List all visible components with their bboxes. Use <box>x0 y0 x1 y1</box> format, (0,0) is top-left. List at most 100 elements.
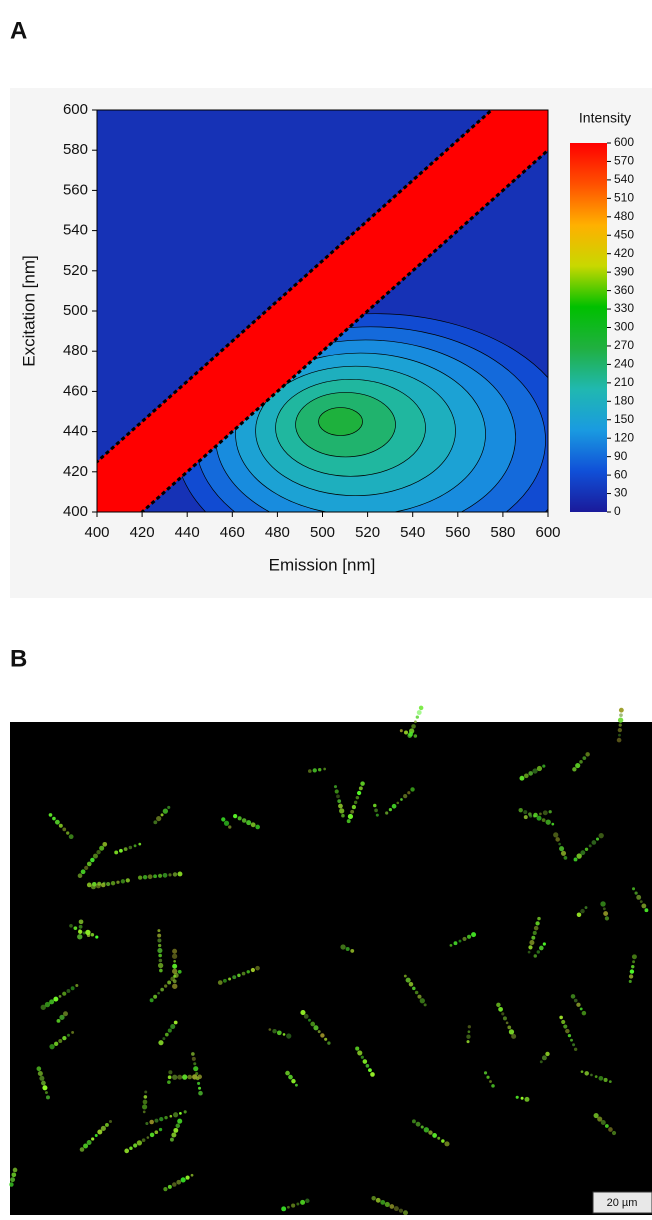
colorbar-tick-label: 300 <box>614 320 634 334</box>
cell <box>336 794 340 799</box>
cell <box>171 1132 177 1138</box>
cell <box>608 1080 612 1084</box>
cell <box>576 1002 581 1007</box>
cell <box>441 1139 445 1143</box>
cell <box>324 1037 328 1041</box>
cell <box>170 1023 176 1030</box>
cell <box>346 819 351 824</box>
cell <box>164 1115 168 1120</box>
cell <box>412 986 416 991</box>
cell <box>519 775 525 781</box>
cell <box>604 1124 609 1128</box>
cell <box>80 869 86 875</box>
cell <box>90 884 96 890</box>
cell <box>428 1130 433 1135</box>
cell <box>518 807 523 813</box>
colorbar-tick-label: 540 <box>614 172 634 186</box>
cell <box>338 803 343 809</box>
cell <box>617 717 624 723</box>
cell <box>415 1121 421 1127</box>
cell <box>79 1147 85 1152</box>
colorbar-title: Intensity <box>579 110 631 126</box>
cell <box>567 1033 572 1038</box>
cell <box>143 1095 148 1099</box>
cell <box>529 814 533 818</box>
cell <box>515 1095 519 1099</box>
cell <box>59 1014 65 1020</box>
cell <box>105 1123 109 1127</box>
cell <box>133 844 137 848</box>
cell <box>308 1018 311 1022</box>
cell <box>415 715 419 719</box>
cell <box>405 977 411 983</box>
cell <box>563 1024 568 1029</box>
cell <box>611 1130 617 1136</box>
cell <box>539 1060 543 1064</box>
cell <box>350 949 355 953</box>
cell <box>467 1030 471 1034</box>
colorbar-tick-label: 240 <box>614 357 634 371</box>
cell <box>308 769 312 773</box>
cell <box>471 932 477 938</box>
cell <box>538 945 544 951</box>
cell <box>71 1030 75 1034</box>
cell <box>77 934 83 940</box>
cell <box>268 1028 272 1031</box>
x-tick-label: 560 <box>445 524 470 541</box>
cell <box>580 908 585 914</box>
cell <box>419 998 425 1004</box>
y-tick-label: 520 <box>63 262 88 279</box>
cell <box>179 1111 182 1115</box>
cell <box>555 837 560 842</box>
cell <box>553 832 559 838</box>
cell <box>177 1074 183 1080</box>
cell <box>233 814 238 819</box>
cell <box>462 936 467 941</box>
cell <box>300 1199 306 1205</box>
cell <box>75 984 79 988</box>
cell <box>70 986 75 991</box>
cell <box>142 1104 148 1110</box>
cell <box>40 1004 46 1010</box>
cell <box>12 1167 18 1173</box>
cell <box>159 968 163 973</box>
cell <box>596 837 600 841</box>
cell <box>49 999 55 1005</box>
cell <box>398 1208 404 1213</box>
cell <box>467 934 472 939</box>
cell <box>403 974 407 978</box>
cell <box>180 1177 186 1183</box>
cell <box>375 813 379 817</box>
cell <box>168 873 172 877</box>
cell <box>167 1184 172 1189</box>
cell <box>162 808 169 814</box>
cell <box>408 981 414 987</box>
cell <box>255 965 260 971</box>
cell <box>528 771 533 776</box>
cell <box>357 1050 363 1056</box>
cells <box>9 705 649 1216</box>
cell <box>541 1055 547 1061</box>
cell <box>393 1206 399 1212</box>
cell <box>287 1205 290 1209</box>
cell <box>603 911 609 917</box>
cell <box>548 810 552 814</box>
cell <box>48 813 53 817</box>
cell <box>408 731 414 737</box>
cell <box>600 1120 606 1126</box>
x-tick-label: 440 <box>175 524 200 541</box>
cell <box>84 865 89 870</box>
cell <box>305 1198 310 1204</box>
cell <box>173 972 179 978</box>
cell <box>187 1074 192 1080</box>
cell <box>563 856 568 860</box>
cell <box>171 953 178 959</box>
cell <box>67 1033 70 1037</box>
cell <box>371 1196 376 1201</box>
cell <box>536 765 543 772</box>
cell <box>86 861 92 867</box>
cell <box>632 960 636 964</box>
cell <box>172 963 178 969</box>
colorbar-tick-label: 360 <box>614 283 634 297</box>
